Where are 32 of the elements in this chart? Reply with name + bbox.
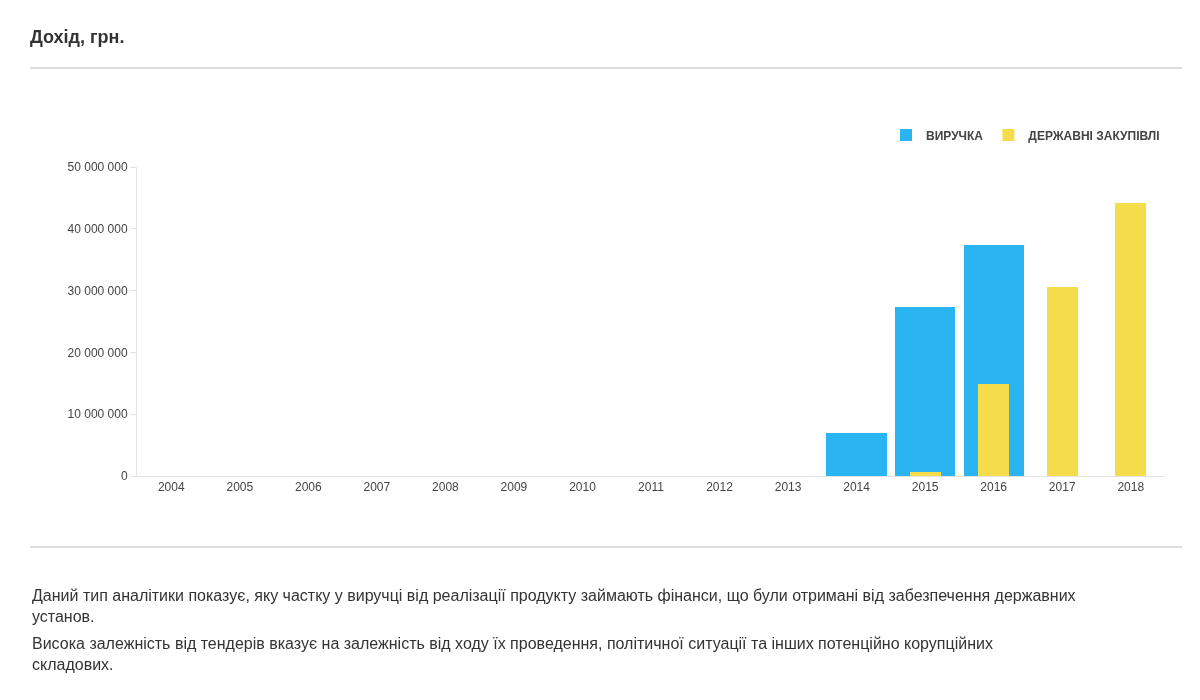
bar: [910, 472, 941, 476]
x-tick-label: 2005: [226, 480, 254, 495]
x-tick-label: 2004: [157, 480, 185, 495]
x-tick-label: 2014: [843, 480, 871, 495]
x-tick-label: 2008: [432, 480, 460, 495]
x-tick-label: 2017: [1048, 480, 1076, 495]
x-tick-label: 2009: [500, 480, 528, 495]
x-tick-label: 2018: [1117, 480, 1145, 495]
y-tick-label: 30 000 000: [67, 283, 128, 298]
y-tick-label: 0: [120, 469, 128, 484]
legend-label: ВИРУЧКА: [926, 128, 984, 143]
bar: [826, 433, 887, 476]
text: Даний тип аналітики показує, яку частку у виручці від реалізації продукту займають фінанси, що були отримані від забезпечення державних установ.: [32, 587, 1076, 625]
y-tick-label: 50 000 000: [67, 160, 128, 175]
chart-title: Дохід, грн.: [30, 27, 125, 48]
y-tick-label: 40 000 000: [67, 222, 128, 236]
text: Висока залежність від тендерів вказує на залежність від ходу їх проведення, політичної ситуації та інших потенційно корупційних складових.: [32, 635, 993, 673]
x-tick-label: 2006: [294, 480, 322, 495]
bar: [895, 307, 955, 476]
legend-label: ДЕРЖАВНІ ЗАКУПІВЛІ: [1028, 128, 1160, 143]
bar: [978, 384, 1009, 476]
x-tick-label: 2011: [638, 480, 665, 495]
bar: [1115, 203, 1146, 476]
bar: [1047, 287, 1078, 476]
x-tick-label: 2010: [569, 480, 597, 495]
x-tick-label: 2016: [980, 480, 1008, 495]
x-tick-label: 2015: [911, 480, 939, 495]
x-tick-label: 2013: [774, 480, 802, 495]
x-tick-label: 2007: [363, 480, 391, 495]
x-tick-label: 2012: [706, 480, 734, 495]
y-tick-label: 10 000 000: [67, 407, 128, 422]
y-tick-label: 20 000 000: [67, 345, 128, 360]
